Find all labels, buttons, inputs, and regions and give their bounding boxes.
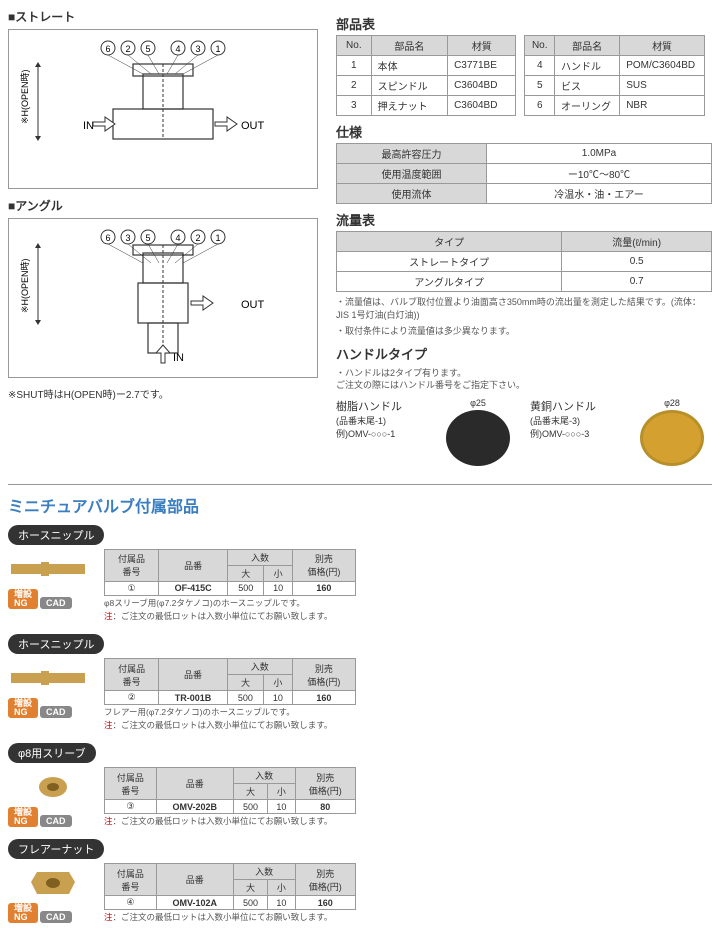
svg-text:※H(OPEN時): ※H(OPEN時) — [20, 69, 30, 124]
brass-handle-img — [640, 410, 704, 466]
part-label: ホースニップル — [8, 634, 104, 654]
acc-item: フレアーナット 増設 NGCAD 付属品 番号品番入数別売 価格(円) 大小 ④… — [8, 839, 356, 923]
part-label: φ8用スリーブ — [8, 743, 96, 763]
svg-text:4: 4 — [175, 44, 180, 54]
shut-note: ※SHUT時はH(OPEN時)ー2.7です。 — [8, 386, 328, 401]
svg-text:5: 5 — [145, 44, 150, 54]
brass-name: 黄銅ハンドル — [530, 398, 620, 414]
straight-title: ■ストレート — [8, 8, 328, 25]
badge-cad: CAD — [40, 815, 72, 827]
acc-item: ホースニップル 増設 NGCAD 付属品 番号品番入数別売 価格(円) 大小 ②… — [8, 634, 356, 731]
part-image — [8, 549, 98, 589]
resin-handle-img — [446, 410, 510, 466]
acc-table: 付属品 番号品番入数別売 価格(円) 大小 ④OMV-102A50010160 — [104, 863, 356, 910]
svg-text:1: 1 — [215, 44, 220, 54]
spec-table: 最高許容圧力1.0MPa使用温度範囲ー10℃〜80℃使用流体冷温水・油・エアー — [336, 143, 712, 204]
resin-ex: 例)OMV-○○○-1 — [336, 427, 426, 440]
svg-text:2: 2 — [195, 233, 200, 243]
part-image — [8, 767, 98, 807]
acc-note: φ8スリーブ用(φ7.2タケノコ)のホースニップルです。 — [104, 598, 356, 609]
brass-dim: φ28 — [632, 398, 712, 408]
acc-warn: 注：ご注文の最低ロットは入数小単位にてお願い致します。 — [104, 816, 356, 827]
badge-ng: 増設 NG — [8, 698, 38, 718]
resin-sub: (品番末尾-1) — [336, 414, 426, 427]
acc-item: ホースニップル 増設 NGCAD 付属品 番号品番入数別売 価格(円) 大小 ①… — [8, 525, 356, 622]
svg-text:3: 3 — [195, 44, 200, 54]
straight-diagram: 6 2 5 4 3 1 IN OUT ※H(OPEN時) — [8, 29, 318, 189]
acc-warn: 注：ご注文の最低ロットは入数小単位にてお願い致します。 — [104, 912, 356, 923]
badge-ng: 増設 NG — [8, 589, 38, 609]
svg-text:4: 4 — [175, 233, 180, 243]
acc-title: ミニチュアバルブ付属部品 — [8, 484, 712, 517]
svg-text:IN: IN — [173, 352, 184, 364]
svg-text:2: 2 — [125, 44, 130, 54]
badge-cad: CAD — [40, 911, 72, 923]
svg-text:3: 3 — [125, 233, 130, 243]
svg-text:1: 1 — [215, 233, 220, 243]
badge-ng: 増設 NG — [8, 903, 38, 923]
resin-name: 樹脂ハンドル — [336, 398, 426, 414]
flow-note2: ・取付条件により流量値は多少異なります。 — [336, 325, 712, 338]
acc-warn: 注：ご注文の最低ロットは入数小単位にてお願い致します。 — [104, 611, 356, 622]
acc-item: φ8用スリーブ 増設 NGCAD 付属品 番号品番入数別売 価格(円) 大小 ③… — [8, 743, 356, 827]
badge-cad: CAD — [40, 706, 72, 718]
svg-text:OUT: OUT — [241, 299, 265, 311]
svg-text:5: 5 — [145, 233, 150, 243]
acc-table: 付属品 番号品番入数別売 価格(円) 大小 ②TR-001B50010160 — [104, 658, 356, 705]
handle-note: ・ハンドルは2タイプ有ります。 ご注文の際にはハンドル番号をご指定下さい。 — [336, 367, 712, 392]
part-image — [8, 863, 98, 903]
flow-table: タイプ流量(ℓ/min)ストレートタイプ0.5アングルタイプ0.7 — [336, 231, 712, 292]
out-label: OUT — [241, 120, 265, 132]
svg-text:6: 6 — [105, 44, 110, 54]
in-label: IN — [83, 120, 94, 132]
parts-table-left: No.部品名材質1本体C3771BE2スピンドルC3604BD3押えナットC36… — [336, 35, 516, 116]
parts-table-right: No.部品名材質4ハンドルPOM/C3604BD5ビスSUS6オーリングNBR — [524, 35, 704, 116]
badge-ng: 増設 NG — [8, 807, 38, 827]
part-label: ホースニップル — [8, 525, 104, 545]
acc-note: フレアー用(φ7.2タケノコ)のホースニップルです。 — [104, 707, 356, 718]
parts-title: 部品表 — [336, 14, 712, 33]
svg-text:6: 6 — [105, 233, 110, 243]
svg-text:※H(OPEN時): ※H(OPEN時) — [20, 258, 30, 313]
part-image — [8, 658, 98, 698]
part-label: フレアーナット — [8, 839, 104, 859]
handle-title: ハンドルタイプ — [336, 344, 712, 363]
acc-table: 付属品 番号品番入数別売 価格(円) 大小 ③OMV-202B5001080 — [104, 767, 356, 814]
brass-ex: 例)OMV-○○○-3 — [530, 427, 620, 440]
flow-note1: ・流量値は、バルブ取付位置より油面高さ350mm時の流出量を測定した結果です。(… — [336, 296, 712, 321]
resin-dim: φ25 — [438, 398, 518, 408]
acc-warn: 注：ご注文の最低ロットは入数小単位にてお願い致します。 — [104, 720, 356, 731]
spec-title: 仕様 — [336, 122, 712, 141]
badge-cad: CAD — [40, 597, 72, 609]
angle-title: ■アングル — [8, 197, 328, 214]
flow-title: 流量表 — [336, 210, 712, 229]
brass-sub: (品番末尾-3) — [530, 414, 620, 427]
angle-diagram: 6 3 5 4 2 1 OUT IN ※H(OPEN時) — [8, 218, 318, 378]
acc-table: 付属品 番号品番入数別売 価格(円) 大小 ①OF-415C50010160 — [104, 549, 356, 596]
